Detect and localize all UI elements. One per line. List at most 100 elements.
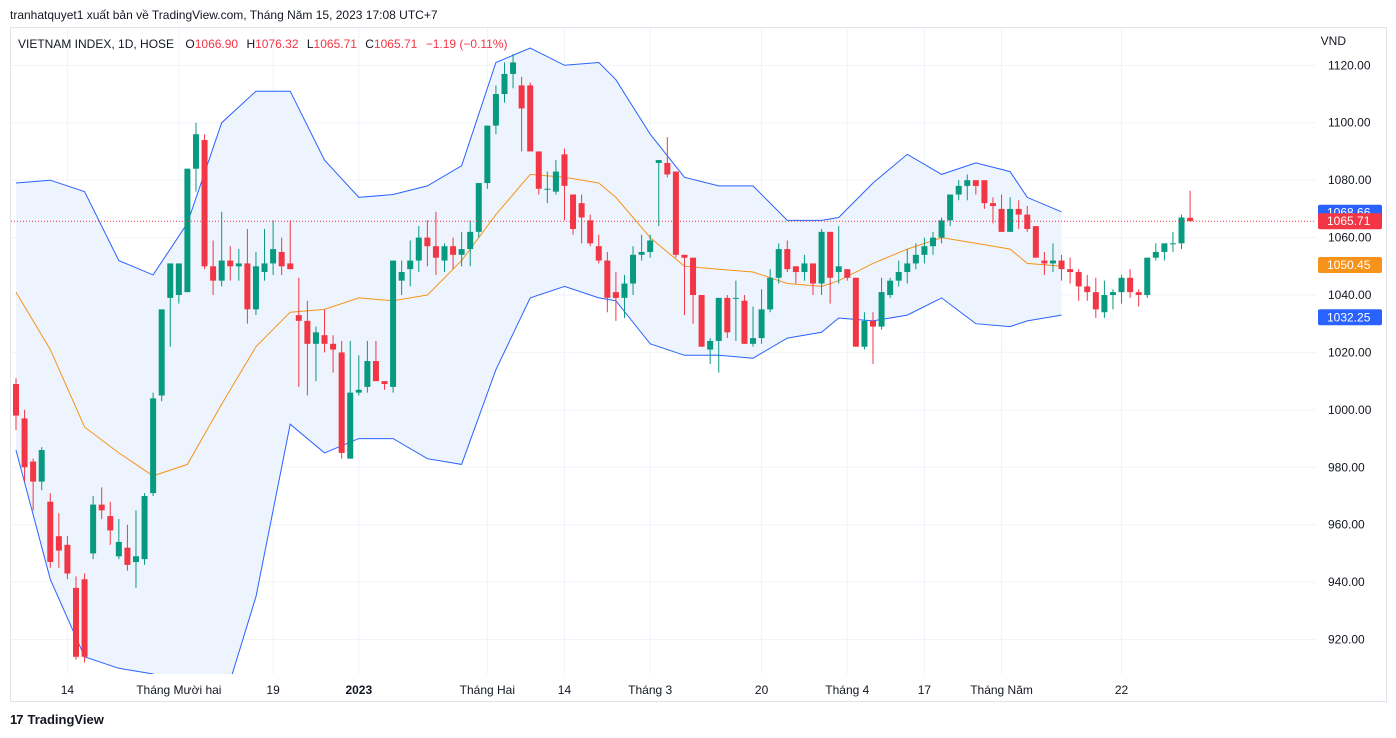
candle-body xyxy=(947,194,954,221)
candle-body xyxy=(201,139,208,267)
candle xyxy=(64,536,71,580)
candle xyxy=(561,148,568,221)
low-label: L xyxy=(306,37,314,51)
candle-body xyxy=(870,320,876,327)
candle-body xyxy=(227,260,234,267)
candle-body xyxy=(929,237,936,247)
candle-body xyxy=(1049,260,1056,264)
candle xyxy=(30,458,37,511)
price-tick-label: 960.00 xyxy=(1328,518,1365,532)
candle-body xyxy=(647,240,654,252)
candle-body xyxy=(1135,292,1142,296)
candle-body xyxy=(1152,251,1159,258)
candle-body xyxy=(1032,226,1039,258)
candle xyxy=(38,447,45,491)
candle xyxy=(1024,206,1031,232)
candle-body xyxy=(407,260,414,270)
candle xyxy=(707,338,714,364)
candle xyxy=(295,277,302,387)
price-tick-label: 1000.00 xyxy=(1328,403,1372,417)
candle xyxy=(570,194,577,235)
price-tick-label: 980.00 xyxy=(1328,460,1365,474)
candle xyxy=(1169,231,1176,252)
candle-body xyxy=(561,154,568,186)
candle-body xyxy=(312,332,319,344)
candle-body xyxy=(827,231,834,278)
candle xyxy=(184,168,191,293)
candle-body xyxy=(72,587,79,657)
price-tick-label: 1120.00 xyxy=(1328,58,1371,72)
time-tick-label: Tháng 3 xyxy=(628,683,672,697)
price-axis[interactable]: 920.00 940.00 960.00 980.00 1000.00 1020.00 10… xyxy=(1328,58,1372,646)
candle-body xyxy=(47,501,54,563)
candle xyxy=(81,573,88,663)
candle xyxy=(621,274,628,318)
candle xyxy=(818,228,825,296)
candle xyxy=(792,266,799,284)
candle xyxy=(1007,197,1014,232)
price-tick-label: 1040.00 xyxy=(1328,288,1372,302)
candle-body xyxy=(175,263,182,296)
candle-body xyxy=(347,392,354,459)
candle-body xyxy=(218,260,225,281)
price-tick-label: 1060.00 xyxy=(1328,231,1372,245)
candle xyxy=(1084,274,1091,301)
candle xyxy=(921,237,928,264)
candle-body xyxy=(355,389,362,393)
candle xyxy=(1092,277,1099,318)
time-tick-label: 14 xyxy=(61,683,75,697)
price-badge-bg xyxy=(1318,309,1382,326)
candle-body xyxy=(801,263,808,273)
candle-body xyxy=(758,309,765,339)
candle xyxy=(364,340,371,393)
candle-body xyxy=(895,272,902,281)
candle xyxy=(904,249,911,284)
candle xyxy=(655,160,662,227)
candle xyxy=(304,300,311,396)
candle xyxy=(989,197,996,224)
candle xyxy=(964,174,971,201)
candle-body xyxy=(1127,277,1134,293)
tradingview-footer[interactable]: 17 TradingView xyxy=(10,712,104,727)
candle xyxy=(398,260,405,296)
time-axis[interactable]: 14 Tháng Mười hai 19 2023 Tháng Hai 14 Tháng 3… xyxy=(61,683,1129,697)
candle-body xyxy=(767,277,774,310)
candle xyxy=(407,240,414,287)
candle-body xyxy=(544,188,551,190)
candle-body xyxy=(321,335,328,344)
candle-body xyxy=(192,134,199,169)
candle-body xyxy=(415,237,422,261)
candle-body xyxy=(604,260,611,298)
candle xyxy=(552,160,559,195)
candle-body xyxy=(844,269,851,278)
candle-body xyxy=(450,246,457,255)
candle xyxy=(218,211,225,287)
candle-body xyxy=(630,254,637,284)
candle-body xyxy=(972,180,979,186)
candle xyxy=(381,381,388,390)
candle xyxy=(372,340,379,382)
candle-body xyxy=(124,547,131,565)
time-tick-label: Tháng Năm xyxy=(970,683,1033,697)
candle xyxy=(141,493,148,565)
candle-body xyxy=(595,246,602,261)
candle xyxy=(1058,254,1065,281)
candle-body xyxy=(818,231,825,284)
candle-body xyxy=(1161,243,1168,252)
candle-body xyxy=(1084,286,1091,293)
candle xyxy=(775,243,782,284)
candle-body xyxy=(852,277,859,347)
open-value: 1066.90 xyxy=(194,37,239,51)
candle-body xyxy=(638,251,645,255)
candle xyxy=(278,237,285,275)
candle xyxy=(1118,274,1125,304)
candle-body xyxy=(1041,260,1048,264)
bollinger-upper-band xyxy=(15,47,1062,276)
candle xyxy=(458,231,465,267)
price-tick-label: 1100.00 xyxy=(1328,116,1371,130)
candle-body xyxy=(1067,269,1074,273)
candle xyxy=(690,257,697,324)
candle xyxy=(158,309,165,402)
candle xyxy=(98,487,105,519)
